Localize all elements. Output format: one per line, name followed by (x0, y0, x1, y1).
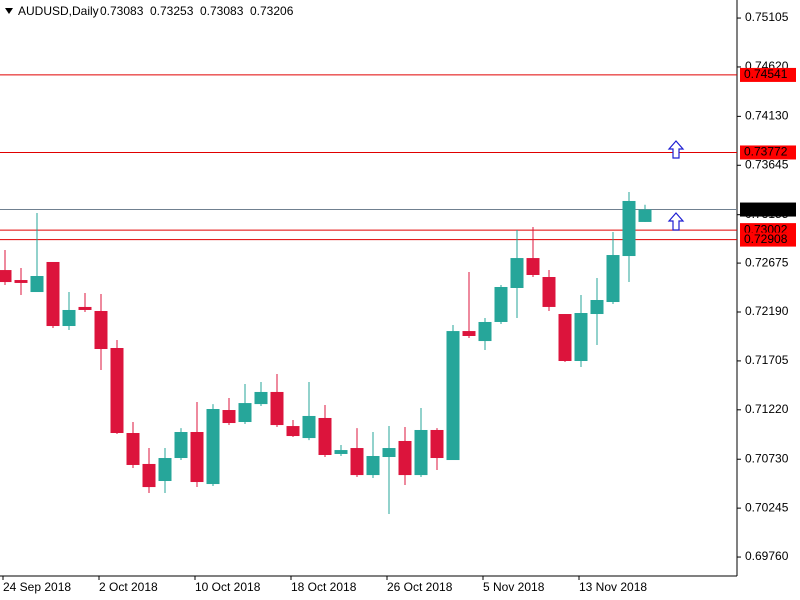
x-tick-label: 5 Nov 2018 (483, 580, 545, 594)
candle-body (430, 429, 444, 459)
y-tick-label: 0.70245 (745, 500, 789, 514)
candle-body (158, 458, 172, 482)
y-tick-label: 0.71220 (745, 402, 789, 416)
candle-body (110, 348, 124, 434)
candle-body (190, 432, 204, 483)
candle-body (62, 309, 76, 327)
y-tick-label: 0.73645 (745, 157, 789, 171)
x-tick-label: 13 Nov 2018 (579, 580, 647, 594)
x-tick-label: 26 Oct 2018 (387, 580, 453, 594)
price-label-box (740, 232, 796, 247)
candle-body (318, 417, 332, 455)
price-label-box (740, 145, 796, 160)
candle-body (574, 313, 588, 362)
candle-body (590, 300, 604, 315)
candle-body (462, 331, 476, 336)
candle-body (366, 456, 380, 476)
candle-body (526, 258, 540, 275)
candle-body (494, 286, 508, 322)
chart-title: AUDUSD,Daily (18, 4, 99, 18)
candle-body (382, 448, 396, 458)
candle-body (206, 409, 220, 485)
x-tick-label: 10 Oct 2018 (195, 580, 261, 594)
price-label: 0.73772 (744, 145, 788, 159)
candle-body (78, 306, 92, 310)
candle-body (286, 426, 300, 437)
price-label: 0.74541 (744, 67, 788, 81)
y-tick-label: 0.74130 (745, 109, 789, 123)
x-tick-label: 18 Oct 2018 (291, 580, 357, 594)
candle-body (510, 258, 524, 288)
candle-body (46, 261, 60, 327)
price-label: 0.73206 (744, 202, 788, 216)
x-tick-label: 2 Oct 2018 (99, 580, 158, 594)
price-label-box (740, 202, 796, 217)
candle-body (414, 429, 428, 476)
candle-body (222, 410, 236, 424)
header-value: 0.73253 (150, 4, 194, 18)
candle-body (478, 321, 492, 342)
candle-body (398, 440, 412, 476)
candle-body (302, 415, 316, 439)
y-tick-label: 0.75105 (745, 10, 789, 24)
candle-body (446, 331, 460, 461)
price-label-box (740, 67, 796, 82)
candle-body (334, 450, 348, 454)
candle-body (94, 310, 108, 350)
candle-body (238, 403, 252, 423)
symbol-menu-icon[interactable] (5, 8, 13, 14)
price-label: 0.72908 (744, 232, 788, 246)
header-value: 0.73206 (250, 4, 294, 18)
candle-body (606, 255, 620, 303)
header-value: 0.73083 (200, 4, 244, 18)
buy-arrow-icon (667, 140, 685, 159)
candle-body (622, 200, 636, 257)
candle-body (542, 277, 556, 307)
candle-body (0, 270, 12, 283)
candle-body (638, 209, 652, 222)
candle-body (126, 433, 140, 465)
candle-body (174, 432, 188, 459)
y-tick-label: 0.70730 (745, 451, 789, 465)
candle-body (14, 280, 28, 283)
candle-body (270, 391, 284, 426)
y-tick-label: 0.69760 (745, 549, 789, 563)
y-tick-label: 0.72675 (745, 255, 789, 269)
candle-body (142, 463, 156, 488)
y-tick-label: 0.72190 (745, 304, 789, 318)
candle-body (558, 314, 572, 362)
y-tick-label: 0.71705 (745, 353, 789, 367)
candle-body (30, 276, 44, 293)
x-tick-label: 24 Sep 2018 (3, 580, 71, 594)
buy-arrow-icon (667, 212, 685, 231)
candle-body (254, 391, 268, 405)
candle-body (350, 448, 364, 476)
header-value: 0.73083 (100, 4, 144, 18)
